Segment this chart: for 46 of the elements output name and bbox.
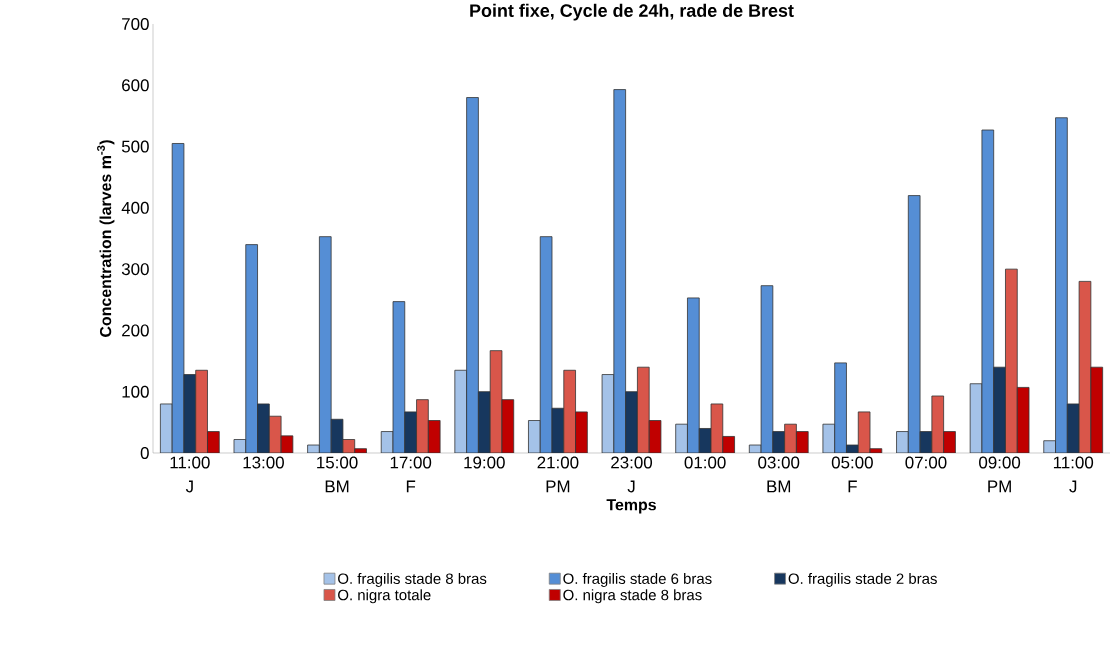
legend-label: O. nigra stade 8 bras <box>563 589 702 604</box>
x-tick-label: 21:00 PM <box>537 456 579 493</box>
y-tick-label: 500 <box>121 140 149 153</box>
legend-label: O. fragilis stade 2 bras <box>788 573 937 587</box>
bar <box>478 391 491 453</box>
legend-label: O. fragilis stade 8 bras <box>338 573 487 587</box>
x-tick-label: 03:00 BM <box>758 456 800 493</box>
bar <box>195 369 208 453</box>
bar <box>625 391 638 453</box>
x-axis-title: Temps <box>606 499 656 514</box>
bar <box>257 403 270 453</box>
bar <box>834 362 847 453</box>
bar <box>466 97 479 453</box>
x-tick-label: 15:00 BM <box>317 456 358 493</box>
bar <box>1055 117 1068 453</box>
x-tick-label: 11:00 J <box>1053 456 1094 493</box>
bar <box>613 89 627 453</box>
bar <box>993 366 1006 453</box>
bar <box>245 244 258 453</box>
x-tick-label: 13:00 <box>243 456 284 469</box>
legend-label: O. fragilis stade 6 bras <box>563 573 712 587</box>
bar <box>318 236 332 453</box>
x-tick-label: 23:00 J <box>611 456 653 493</box>
y-axis-title: Concentration (larves m$^{-3}$) <box>97 140 115 337</box>
y-tick-label: 400 <box>121 201 149 214</box>
x-tick-label: 01:00 <box>684 456 726 469</box>
x-tick-label: 11:00 J <box>170 456 210 493</box>
y-tick-label: 100 <box>122 385 149 398</box>
x-tick-label: 17:00 F <box>390 456 432 493</box>
y-tick-label: 0 <box>140 446 149 459</box>
chart-title: Point fixe, Cycle de 24h, rade de Brest <box>470 3 794 21</box>
legend-label: O. nigra totale <box>338 589 431 604</box>
x-tick-label: 07:00 <box>905 456 947 469</box>
bar <box>687 297 700 453</box>
bar <box>563 369 576 453</box>
y-tick-label: 600 <box>122 79 149 92</box>
x-tick-label: 09:00 PM <box>979 456 1021 493</box>
y-tick-label: 700 <box>122 18 149 30</box>
y-tick-label: 300 <box>121 263 149 276</box>
bar <box>416 399 429 453</box>
bar <box>637 366 650 453</box>
y-tick-label: 200 <box>122 324 149 337</box>
x-tick-label: 05:00 F <box>831 456 873 493</box>
bar <box>454 369 468 453</box>
x-tick-label: 19:00 <box>464 456 505 469</box>
bar <box>1005 268 1018 453</box>
